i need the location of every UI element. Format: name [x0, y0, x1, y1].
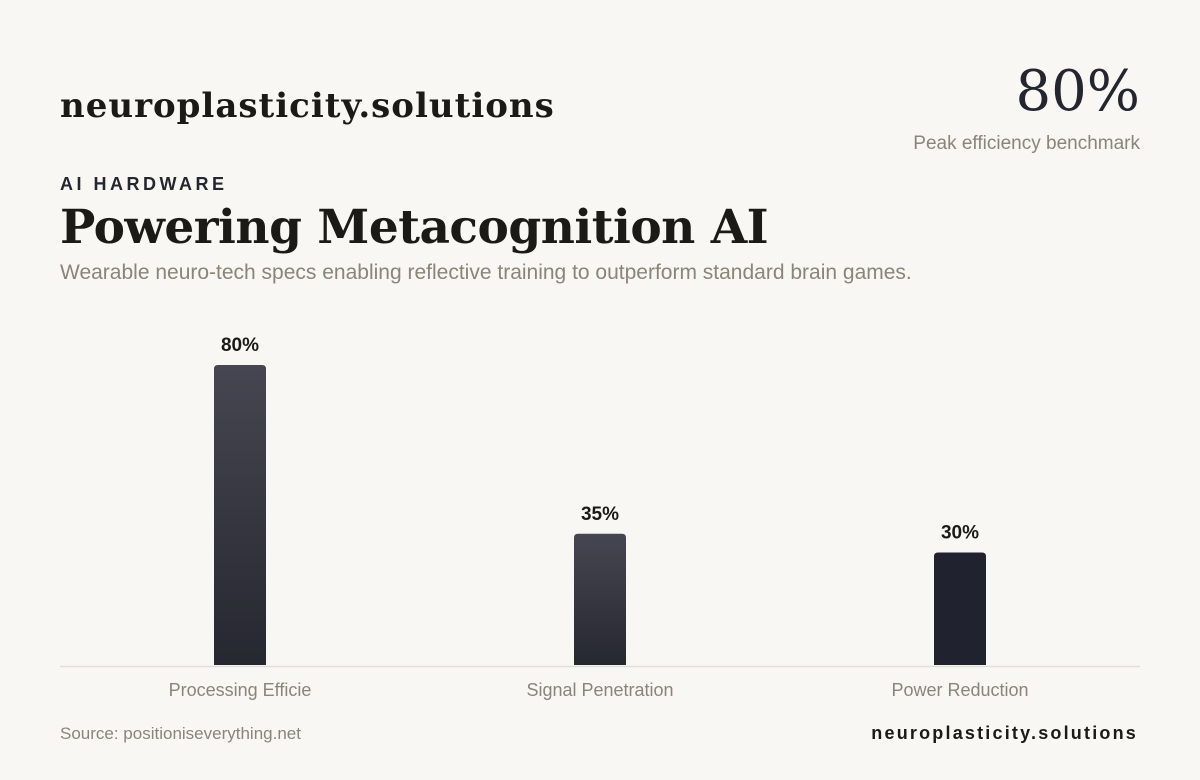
chart-title: Powering Metacognition AI	[60, 200, 769, 255]
eyebrow-label: AI HARDWARE	[60, 174, 228, 194]
category-label: Processing Efficie	[169, 680, 312, 700]
kpi-value: 80%	[1015, 59, 1140, 124]
category-label: Power Reduction	[891, 680, 1028, 700]
bar-value-label: 35%	[581, 504, 619, 525]
brand-logo-text: neuroplasticity.solutions	[60, 86, 555, 126]
bar-2	[574, 533, 626, 665]
bar-value-label: 30%	[941, 523, 979, 544]
kpi-label: Peak efficiency benchmark	[913, 133, 1140, 154]
category-label: Signal Penetration	[526, 680, 673, 700]
bar-3	[934, 552, 986, 665]
footer-brand: neuroplasticity.solutions	[871, 723, 1138, 743]
source-note: Source: positioniseverything.net	[60, 724, 301, 743]
bar-1	[214, 365, 266, 665]
bar-value-label: 80%	[221, 335, 259, 356]
chart-subtitle: Wearable neuro-tech specs enabling refle…	[60, 261, 912, 284]
